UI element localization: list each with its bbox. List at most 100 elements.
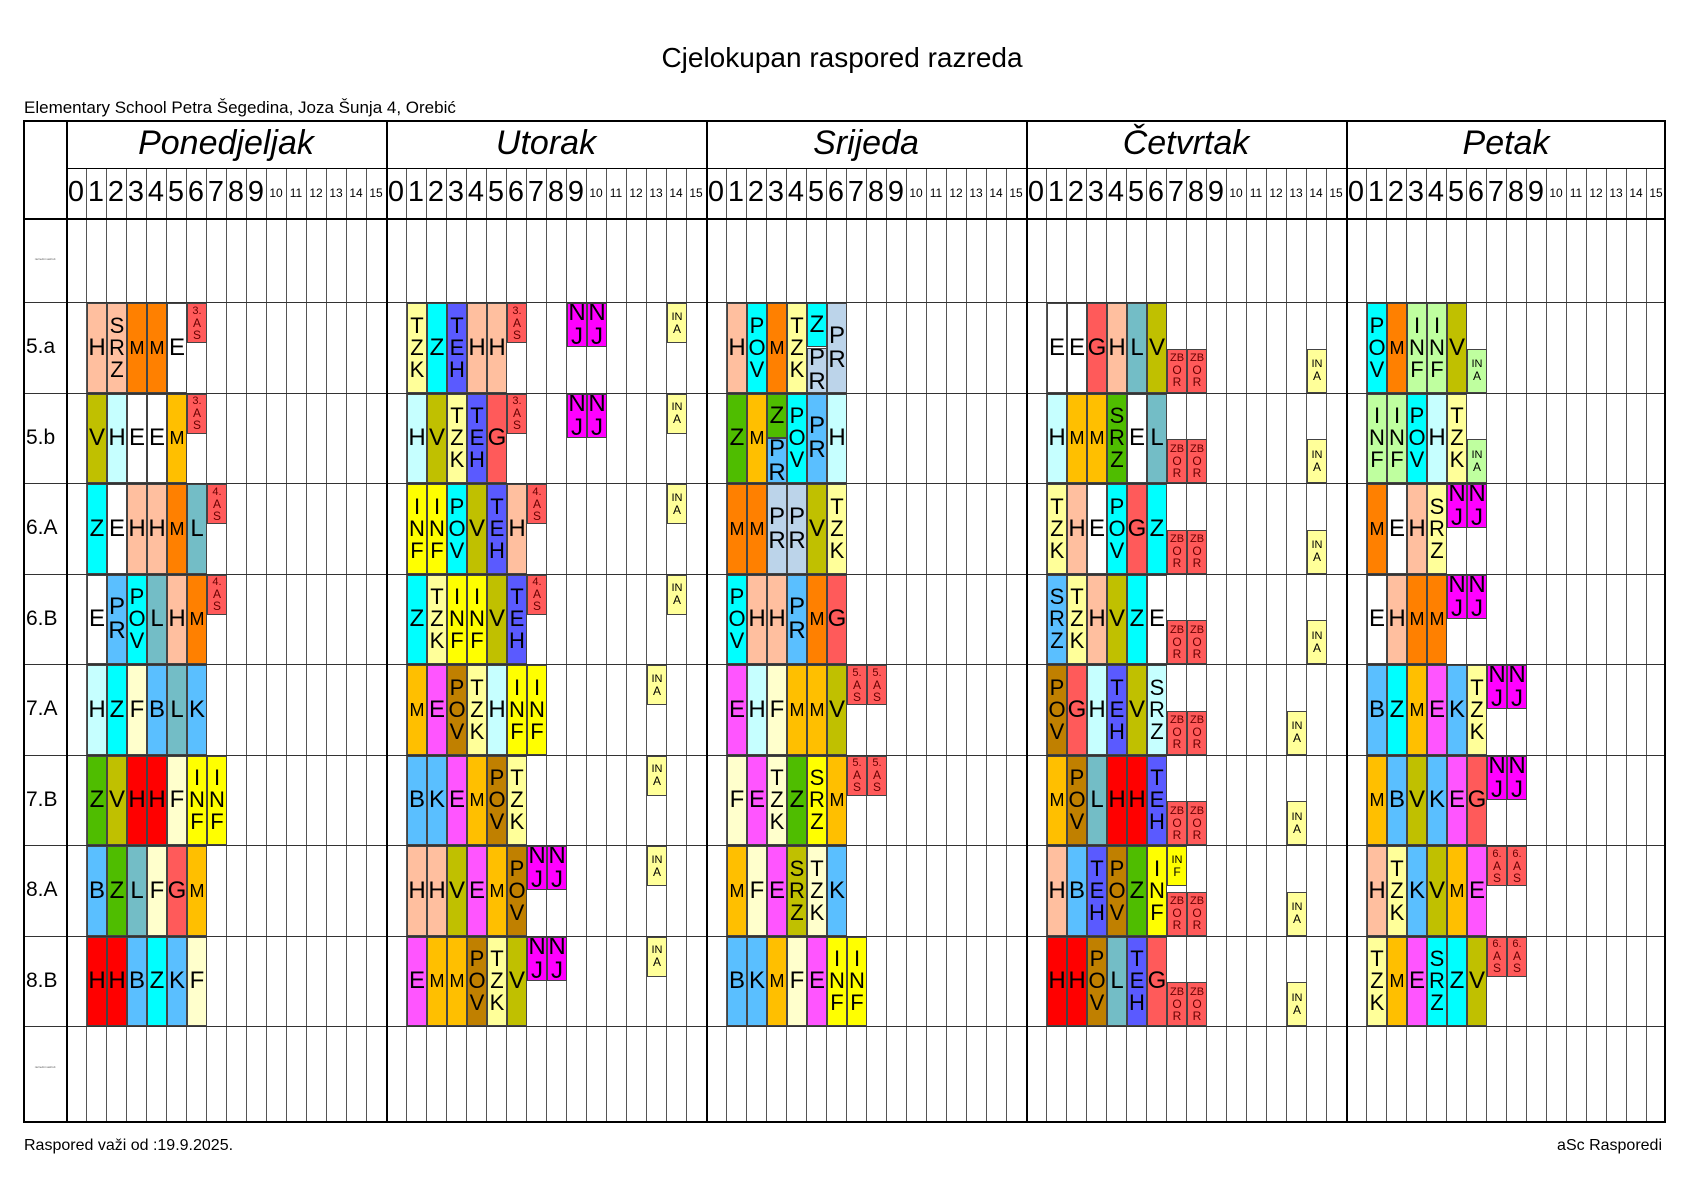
lesson-cell[interactable]: B	[407, 755, 427, 845]
lesson-cell[interactable]: G	[1087, 303, 1107, 393]
lesson-cell[interactable]: E	[1067, 303, 1087, 393]
lesson-cell[interactable]: M	[727, 846, 747, 936]
lesson-cell[interactable]: M	[1407, 665, 1427, 755]
lesson-cell[interactable]: H	[767, 574, 787, 664]
lesson-cell[interactable]: Z	[107, 665, 127, 755]
lesson-cell[interactable]: Z	[407, 574, 427, 664]
lesson-cell[interactable]: M	[727, 484, 747, 574]
lesson-cell[interactable]: M	[747, 484, 767, 574]
lesson-cell[interactable]: H	[1087, 665, 1107, 755]
lesson-cell[interactable]: IN A	[1287, 801, 1307, 845]
lesson-cell[interactable]: B	[1387, 755, 1407, 845]
lesson-cell[interactable]: V	[1127, 665, 1147, 755]
lesson-cell[interactable]: 6. A S	[1487, 936, 1507, 977]
lesson-cell[interactable]: ZB O R	[1187, 982, 1207, 1026]
lesson-cell[interactable]: E	[147, 393, 167, 483]
lesson-cell[interactable]: M	[427, 936, 447, 1026]
lesson-cell[interactable]: ZB O R	[1187, 710, 1207, 755]
lesson-cell[interactable]: IN A	[1467, 348, 1487, 393]
lesson-cell[interactable]: K	[427, 755, 447, 845]
lesson-cell[interactable]: L	[147, 574, 167, 664]
lesson-cell[interactable]: H	[507, 484, 527, 574]
lesson-cell[interactable]: F	[147, 846, 167, 936]
lesson-cell[interactable]: H	[1367, 846, 1387, 936]
lesson-cell[interactable]: L	[1087, 755, 1107, 845]
lesson-cell[interactable]: E	[1087, 484, 1107, 574]
lesson-cell[interactable]: H	[1127, 755, 1147, 845]
lesson-cell[interactable]: M	[147, 303, 167, 393]
lesson-cell[interactable]: IN A	[667, 484, 687, 524]
lesson-cell[interactable]: ZB O R	[1187, 529, 1207, 574]
lesson-cell[interactable]: E	[727, 665, 747, 755]
lesson-cell[interactable]: V	[487, 574, 507, 664]
lesson-cell[interactable]: 3. A S	[187, 393, 207, 434]
lesson-cell[interactable]: F	[127, 665, 147, 755]
lesson-cell[interactable]: V	[1427, 846, 1447, 936]
lesson-cell[interactable]: E	[1407, 936, 1427, 1026]
lesson-cell[interactable]: H	[87, 303, 107, 393]
lesson-cell[interactable]: K	[1447, 665, 1467, 755]
lesson-cell[interactable]: H	[1107, 755, 1127, 845]
lesson-cell[interactable]: IN A	[667, 393, 687, 434]
lesson-cell[interactable]: L	[1147, 393, 1167, 483]
lesson-cell[interactable]: K	[167, 936, 187, 1026]
lesson-cell[interactable]: H	[107, 393, 127, 483]
lesson-cell[interactable]: E	[1127, 393, 1147, 483]
lesson-cell[interactable]: M	[1367, 755, 1387, 845]
lesson-cell[interactable]: M	[127, 303, 147, 393]
lesson-cell[interactable]: Z	[1387, 665, 1407, 755]
lesson-cell[interactable]: 5. A S	[847, 755, 867, 796]
lesson-cell[interactable]: Z	[807, 303, 827, 347]
lesson-cell[interactable]: H	[727, 303, 747, 393]
lesson-cell[interactable]: M	[167, 393, 187, 483]
lesson-cell[interactable]: E	[807, 936, 827, 1026]
lesson-cell[interactable]: E	[747, 755, 767, 845]
lesson-cell[interactable]: E	[1447, 755, 1467, 845]
lesson-cell[interactable]: H	[827, 393, 847, 483]
lesson-cell[interactable]: F	[767, 665, 787, 755]
lesson-cell[interactable]: V	[87, 393, 107, 483]
lesson-cell[interactable]: B	[1367, 665, 1387, 755]
lesson-cell[interactable]: H	[127, 755, 147, 845]
lesson-cell[interactable]: H	[87, 936, 107, 1026]
lesson-cell[interactable]: E	[1367, 574, 1387, 664]
lesson-cell[interactable]: Z	[767, 393, 787, 438]
lesson-cell[interactable]: M	[747, 393, 767, 483]
lesson-cell[interactable]: G	[1147, 936, 1167, 1026]
lesson-cell[interactable]: M	[487, 846, 507, 936]
lesson-cell[interactable]: IN A	[1287, 891, 1307, 936]
lesson-cell[interactable]: V	[1447, 303, 1467, 393]
lesson-cell[interactable]: E	[1467, 846, 1487, 936]
lesson-cell[interactable]: E	[767, 846, 787, 936]
lesson-cell[interactable]: V	[507, 936, 527, 1026]
